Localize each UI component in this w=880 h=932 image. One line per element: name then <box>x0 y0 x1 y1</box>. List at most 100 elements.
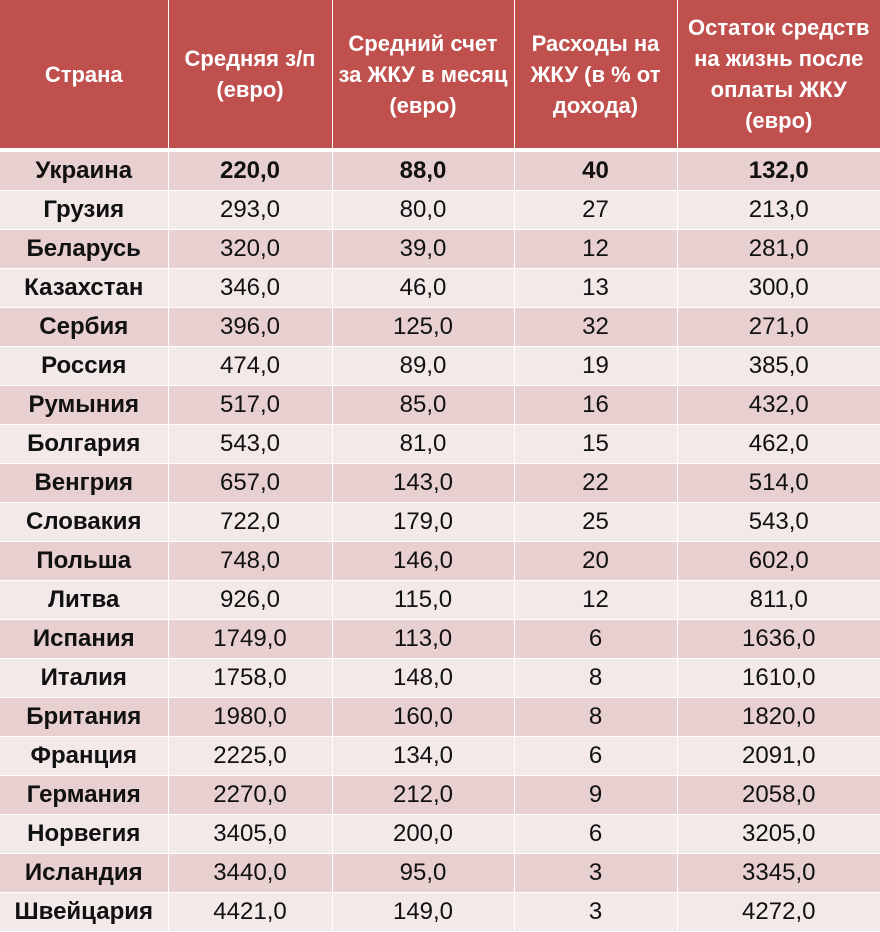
country-cell: Норвегия <box>0 814 169 854</box>
country-cell: Беларусь <box>0 229 169 269</box>
remaining-funds-cell: 432,0 <box>677 385 880 425</box>
avg-salary-cell: 722,0 <box>168 502 333 542</box>
avg-salary-cell: 1749,0 <box>168 619 333 659</box>
utility-share-cell: 3 <box>514 892 678 932</box>
utility-bill-cell: 143,0 <box>332 463 515 503</box>
avg-salary-cell: 2270,0 <box>168 775 333 815</box>
table-body: Украина 220,0 88,0 40 132,0 Грузия 293,0 80,0 27… <box>0 150 880 932</box>
avg-salary-cell: 657,0 <box>168 463 333 503</box>
country-cell: Болгария <box>0 424 169 464</box>
utility-bill-cell: 200,0 <box>332 814 515 854</box>
avg-salary-cell: 926,0 <box>168 580 333 620</box>
country-cell: Венгрия <box>0 463 169 503</box>
utility-bill-cell: 39,0 <box>332 229 515 269</box>
country-cell: Литва <box>0 580 169 620</box>
utility-share-cell: 12 <box>514 229 678 269</box>
avg-salary-cell: 220,0 <box>168 150 333 191</box>
utility-bill-cell: 113,0 <box>332 619 515 659</box>
remaining-funds-cell: 385,0 <box>677 346 880 386</box>
utility-bill-cell: 46,0 <box>332 268 515 308</box>
table-row: Грузия 293,0 80,0 27 213,0 <box>0 190 880 230</box>
remaining-funds-cell: 462,0 <box>677 424 880 464</box>
header-utility-share: Расходы на ЖКУ (в % от дохода) <box>514 0 678 152</box>
utility-share-cell: 13 <box>514 268 678 308</box>
remaining-funds-cell: 514,0 <box>677 463 880 503</box>
utility-share-cell: 15 <box>514 424 678 464</box>
country-cell: Исландия <box>0 853 169 893</box>
utility-share-cell: 6 <box>514 619 678 659</box>
table-row: Швейцария 4421,0 149,0 3 4272,0 <box>0 892 880 932</box>
utility-share-cell: 20 <box>514 541 678 581</box>
table-row: Казахстан 346,0 46,0 13 300,0 <box>0 268 880 308</box>
table-row: Испания 1749,0 113,0 6 1636,0 <box>0 619 880 659</box>
table-row: Германия 2270,0 212,0 9 2058,0 <box>0 775 880 815</box>
utility-bill-cell: 212,0 <box>332 775 515 815</box>
utility-bill-cell: 88,0 <box>332 150 515 191</box>
country-cell: Грузия <box>0 190 169 230</box>
utility-bill-cell: 125,0 <box>332 307 515 347</box>
avg-salary-cell: 293,0 <box>168 190 333 230</box>
country-cell: Польша <box>0 541 169 581</box>
utility-bill-cell: 179,0 <box>332 502 515 542</box>
remaining-funds-cell: 213,0 <box>677 190 880 230</box>
remaining-funds-cell: 300,0 <box>677 268 880 308</box>
utility-bill-cell: 85,0 <box>332 385 515 425</box>
utility-share-cell: 3 <box>514 853 678 893</box>
header-remaining-funds: Остаток средств на жизнь после оплаты ЖК… <box>677 0 880 152</box>
remaining-funds-cell: 1610,0 <box>677 658 880 698</box>
header-avg-salary: Средняя з/п (евро) <box>168 0 333 152</box>
avg-salary-cell: 517,0 <box>168 385 333 425</box>
avg-salary-cell: 4421,0 <box>168 892 333 932</box>
table-row: Польша 748,0 146,0 20 602,0 <box>0 541 880 581</box>
remaining-funds-cell: 281,0 <box>677 229 880 269</box>
table-row: Словакия 722,0 179,0 25 543,0 <box>0 502 880 542</box>
utility-bill-cell: 149,0 <box>332 892 515 932</box>
utility-bill-cell: 95,0 <box>332 853 515 893</box>
utility-bill-cell: 148,0 <box>332 658 515 698</box>
remaining-funds-cell: 2091,0 <box>677 736 880 776</box>
utility-share-cell: 12 <box>514 580 678 620</box>
table-header: Страна Средняя з/п (евро) Средний счет з… <box>0 0 880 152</box>
table-row: Франция 2225,0 134,0 6 2091,0 <box>0 736 880 776</box>
country-cell: Италия <box>0 658 169 698</box>
remaining-funds-cell: 2058,0 <box>677 775 880 815</box>
avg-salary-cell: 474,0 <box>168 346 333 386</box>
utility-share-cell: 19 <box>514 346 678 386</box>
header-avg-utility-bill: Средний счет за ЖКУ в месяц (евро) <box>332 0 515 152</box>
country-cell: Казахстан <box>0 268 169 308</box>
table-row: Румыния 517,0 85,0 16 432,0 <box>0 385 880 425</box>
country-cell: Румыния <box>0 385 169 425</box>
remaining-funds-cell: 4272,0 <box>677 892 880 932</box>
country-cell: Германия <box>0 775 169 815</box>
remaining-funds-cell: 811,0 <box>677 580 880 620</box>
avg-salary-cell: 2225,0 <box>168 736 333 776</box>
utility-share-cell: 8 <box>514 658 678 698</box>
country-cell: Россия <box>0 346 169 386</box>
utility-bill-cell: 89,0 <box>332 346 515 386</box>
remaining-funds-cell: 132,0 <box>677 150 880 191</box>
utility-bill-cell: 146,0 <box>332 541 515 581</box>
remaining-funds-cell: 3345,0 <box>677 853 880 893</box>
table-row: Беларусь 320,0 39,0 12 281,0 <box>0 229 880 269</box>
table-row: Болгария 543,0 81,0 15 462,0 <box>0 424 880 464</box>
utility-share-cell: 32 <box>514 307 678 347</box>
country-cell: Швейцария <box>0 892 169 932</box>
utility-bill-cell: 81,0 <box>332 424 515 464</box>
utility-share-cell: 16 <box>514 385 678 425</box>
avg-salary-cell: 3405,0 <box>168 814 333 854</box>
table-row: Венгрия 657,0 143,0 22 514,0 <box>0 463 880 503</box>
utility-share-cell: 27 <box>514 190 678 230</box>
header-country: Страна <box>0 0 169 152</box>
avg-salary-cell: 748,0 <box>168 541 333 581</box>
table-row: Исландия 3440,0 95,0 3 3345,0 <box>0 853 880 893</box>
avg-salary-cell: 320,0 <box>168 229 333 269</box>
utility-share-cell: 8 <box>514 697 678 737</box>
country-cell: Сербия <box>0 307 169 347</box>
country-cell: Испания <box>0 619 169 659</box>
avg-salary-cell: 3440,0 <box>168 853 333 893</box>
utility-share-cell: 40 <box>514 150 678 191</box>
avg-salary-cell: 396,0 <box>168 307 333 347</box>
remaining-funds-cell: 1636,0 <box>677 619 880 659</box>
country-cell: Франция <box>0 736 169 776</box>
